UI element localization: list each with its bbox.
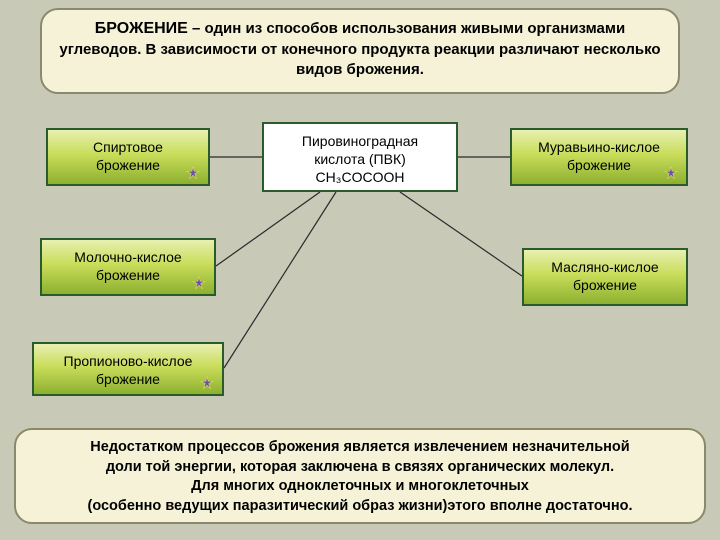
node-line: брожение (54, 156, 202, 174)
header-text: БРОЖЕНИЕ – один из способов использовани… (56, 18, 664, 80)
spark-icon (192, 276, 206, 290)
node-line: Спиртовое (54, 138, 202, 156)
header-panel: БРОЖЕНИЕ – один из способов использовани… (40, 8, 680, 94)
node-line: брожение (518, 156, 680, 174)
node-formic: Муравьино-кислоеброжение (510, 128, 688, 186)
node-line: Муравьино-кислое (518, 138, 680, 156)
footer-line: Для многих одноклеточных и многоклеточны… (30, 477, 690, 497)
node-butyric: Масляно-кислоеброжение (522, 248, 688, 306)
footer-line: доли той энергии, которая заключена в св… (30, 458, 690, 478)
footer-panel: Недостатком процессов брожения является … (14, 428, 706, 524)
spark-icon (664, 166, 678, 180)
center-node-pvk: Пировинограднаякислота (ПВК)CH₃COCOOH (262, 122, 458, 192)
edge-center-bottom-lactic-right (216, 192, 320, 266)
footer-line: (особенно ведущих паразитический образ ж… (30, 497, 690, 517)
header-title-word: БРОЖЕНИЕ (95, 20, 188, 37)
node-propionic: Пропионово-кислоеброжение (32, 342, 224, 396)
node-line: Молочно-кислое (48, 248, 208, 266)
node-line: Масляно-кислое (530, 258, 680, 276)
footer-line: Недостатком процессов брожения является … (30, 438, 690, 458)
node-line: Пропионово-кислое (40, 352, 216, 370)
center-node-line: Пировиноградная (270, 132, 450, 150)
node-line: брожение (48, 266, 208, 284)
edge-center-bottom-propionic-right (224, 192, 336, 368)
spark-icon (186, 166, 200, 180)
node-lactic: Молочно-кислоеброжение (40, 238, 216, 296)
center-node-line: CH₃COCOOH (270, 168, 450, 186)
edge-center-bottom-butyric-left (400, 192, 522, 276)
node-line: брожение (40, 370, 216, 388)
node-alcohol: Спиртовоеброжение (46, 128, 210, 186)
footer-text: Недостатком процессов брожения является … (30, 438, 690, 516)
spark-icon (200, 376, 214, 390)
node-line: брожение (530, 276, 680, 294)
center-node-line: кислота (ПВК) (270, 150, 450, 168)
